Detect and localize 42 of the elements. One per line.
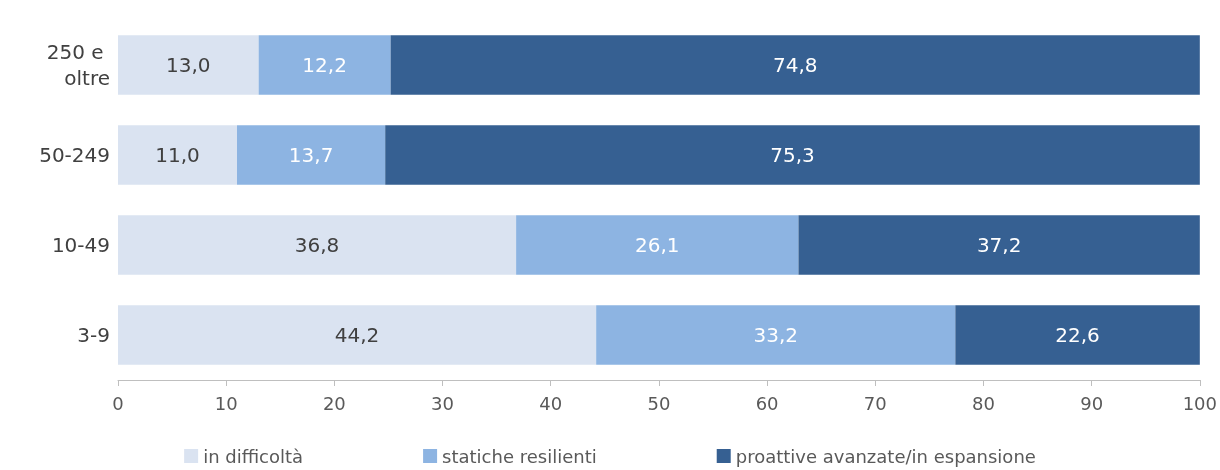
x-tick-label: 40 [539, 392, 563, 414]
x-tick-label: 30 [431, 392, 454, 414]
data-label: 75,3 [770, 143, 815, 167]
x-tick-label: 50 [647, 392, 671, 414]
data-label: 26,1 [635, 233, 680, 257]
data-label: 12,2 [302, 53, 347, 77]
bar [516, 215, 799, 275]
x-tick-label: 0 [112, 392, 124, 414]
data-label: 33,2 [753, 323, 799, 347]
x-tick-label: 10 [214, 392, 238, 414]
data-label: 36,8 [294, 233, 340, 257]
bar [258, 35, 391, 95]
bar [596, 305, 956, 365]
data-label: 74,8 [772, 53, 818, 77]
data-label: 13,7 [288, 143, 334, 167]
data-label: 22,6 [1055, 323, 1100, 347]
bar [798, 215, 1200, 275]
bar [118, 215, 517, 275]
data-label: 44,2 [334, 323, 380, 347]
x-tick-label: 90 [1080, 392, 1104, 414]
legend-label: in difficoltà [203, 445, 304, 467]
bar [390, 35, 1200, 95]
data-label: 11,0 [155, 143, 200, 167]
bar [237, 125, 386, 185]
y-tick-label: 250 e oltre [46, 40, 110, 90]
x-tick-label: 80 [972, 392, 995, 414]
bar [385, 125, 1200, 185]
bar [118, 125, 237, 185]
x-tick-label: 20 [322, 392, 346, 414]
data-label: 37,2 [976, 233, 1022, 257]
y-tick-label: 3-9 [77, 323, 110, 347]
bar [118, 35, 259, 95]
y-tick-label: 10-49 [51, 233, 110, 257]
y-tick-label: 50-249 [39, 143, 110, 167]
x-tick-label: 100 [1182, 392, 1217, 414]
bar [118, 305, 597, 365]
legend-label: statiche resilienti [442, 445, 597, 467]
bar [955, 305, 1200, 365]
data-label: 13,0 [166, 53, 211, 77]
legend-label: proattive avanzate/in espansione [735, 445, 1036, 467]
x-tick-label: 60 [755, 392, 779, 414]
x-tick-label: 70 [863, 392, 887, 414]
